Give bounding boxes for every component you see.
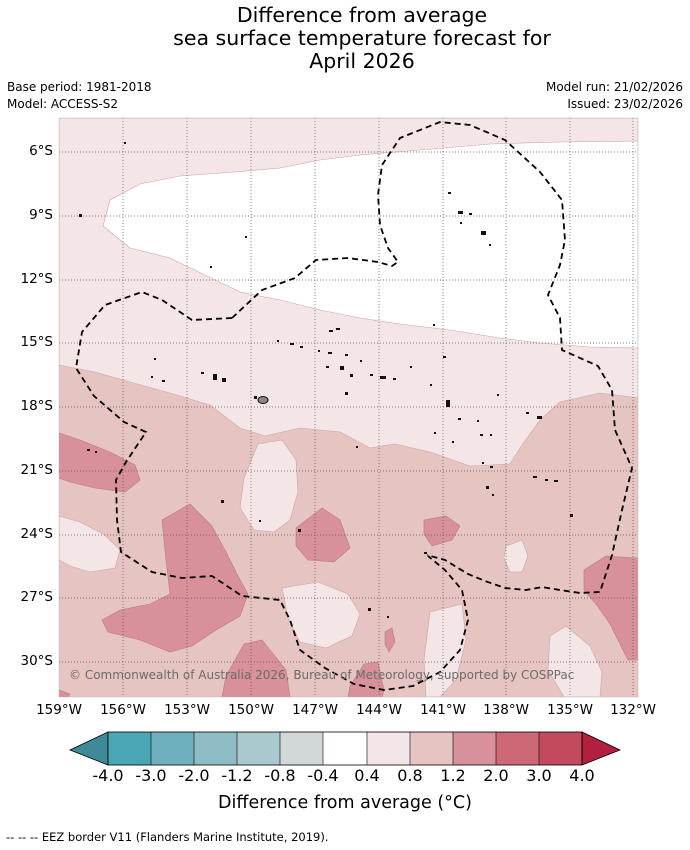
colorbar-segment-4 bbox=[237, 732, 280, 765]
anomaly-band-neutral bbox=[102, 140, 638, 349]
copyright-credit: © Commonwealth of Australia 2026, Bureau… bbox=[69, 668, 575, 682]
lon-label-150w: 150°W bbox=[228, 702, 274, 718]
anomaly-patch-southwest-corner bbox=[59, 689, 71, 697]
lon-label-153w: 153°W bbox=[164, 702, 210, 718]
model-run: Model run: 21/02/2026 bbox=[545, 80, 683, 94]
map-title: Difference from average sea surface temp… bbox=[0, 4, 690, 73]
colorbar-tick: 0.8 bbox=[397, 766, 423, 785]
issued-date: Issued: 23/02/2026 bbox=[567, 97, 683, 111]
colorbar-segment-2 bbox=[151, 732, 194, 765]
anomaly-pocket-central bbox=[239, 439, 299, 533]
meta-left: Base period: 1981-2018 Model: ACCESS-S2 bbox=[7, 79, 152, 113]
colorbar-tick: -2.0 bbox=[178, 766, 210, 785]
colorbar-tick: 1.2 bbox=[440, 766, 466, 785]
colorbar-dividers bbox=[150, 732, 540, 765]
eez-border-cook-islands bbox=[231, 121, 633, 594]
colorbar-tick: 2.0 bbox=[483, 766, 509, 785]
colorbar-segment-11 bbox=[539, 732, 582, 765]
anomaly-patch-mid-east bbox=[423, 515, 461, 547]
island-rarotonga bbox=[257, 396, 269, 404]
anomaly-patch-south-central bbox=[221, 639, 291, 697]
lat-label-15s: 15°S bbox=[20, 334, 54, 350]
lat-label-27s: 27°S bbox=[20, 589, 54, 605]
anomaly-patch-east bbox=[583, 555, 638, 661]
lat-label-30s: 30°S bbox=[20, 653, 54, 669]
anomaly-pocket-west bbox=[59, 515, 121, 573]
lat-label-24s: 24°S bbox=[20, 526, 54, 542]
colorbar-segment-8 bbox=[410, 732, 453, 765]
title-line-3: April 2026 bbox=[309, 49, 415, 73]
lon-label-141w: 141°W bbox=[420, 702, 466, 718]
anomaly-patch-west bbox=[59, 432, 141, 493]
colorbar-arrow-left bbox=[68, 731, 109, 766]
anomaly-pocket-far-southeast bbox=[547, 625, 603, 697]
lon-label-156w: 156°W bbox=[100, 702, 146, 718]
lon-label-132w: 132°W bbox=[610, 702, 656, 718]
lon-label-138w: 138°W bbox=[483, 702, 529, 718]
colorbar-segment-5 bbox=[280, 732, 323, 765]
lat-label-6s: 6°S bbox=[29, 143, 53, 159]
lat-label-18s: 18°S bbox=[20, 398, 54, 414]
eez-legend-footer: -- -- -- EEZ border V11 (Flanders Marine… bbox=[6, 830, 329, 844]
lon-label-135w: 135°W bbox=[547, 702, 593, 718]
sst-anomaly-map bbox=[59, 118, 638, 697]
colorbar-tick: 3.0 bbox=[526, 766, 552, 785]
colorbar-label: Difference from average (°C) bbox=[218, 793, 472, 813]
anomaly-pocket-east bbox=[503, 539, 529, 573]
colorbar-tick: 4.0 bbox=[569, 766, 595, 785]
colorbar-segment-7 bbox=[367, 732, 410, 765]
colorbar-segment-10 bbox=[496, 732, 539, 765]
colorbar-segment-6 bbox=[323, 732, 367, 765]
colorbar-tick: -1.2 bbox=[221, 766, 253, 785]
colorbar-segment-1 bbox=[108, 732, 151, 765]
lat-label-9s: 9°S bbox=[29, 207, 53, 223]
colorbar-arrow-right bbox=[581, 731, 622, 766]
lon-label-144w: 144°W bbox=[356, 702, 402, 718]
colorbar-segment-9 bbox=[453, 732, 496, 765]
map-frame bbox=[58, 117, 639, 698]
lon-label-147w: 147°W bbox=[292, 702, 338, 718]
base-period: Base period: 1981-2018 bbox=[7, 80, 152, 94]
colorbar-tick: -4.0 bbox=[92, 766, 124, 785]
colorbar-frame bbox=[107, 731, 583, 766]
eez-border-french-polynesia-west bbox=[75, 291, 469, 691]
colorbar-segment-3 bbox=[194, 732, 237, 765]
meta-right: Model run: 21/02/2026 Issued: 23/02/2026 bbox=[546, 79, 683, 113]
title-line-2: sea surface temperature forecast for bbox=[173, 26, 551, 50]
colorbar-tick: -3.0 bbox=[135, 766, 167, 785]
colorbar-tick: -0.4 bbox=[307, 766, 339, 785]
islands bbox=[79, 142, 573, 618]
lat-label-21s: 21°S bbox=[20, 462, 54, 478]
model-name: Model: ACCESS-S2 bbox=[7, 97, 119, 111]
anomaly-pocket-southeast bbox=[423, 603, 467, 697]
lat-label-12s: 12°S bbox=[20, 271, 54, 287]
title-line-1: Difference from average bbox=[236, 3, 488, 27]
anomaly-patch-central-west bbox=[101, 503, 249, 653]
colorbar-tick: -0.8 bbox=[264, 766, 296, 785]
lon-label-159w: 159°W bbox=[36, 702, 82, 718]
colorbar-tick: 0.4 bbox=[354, 766, 380, 785]
anomaly-patch-small bbox=[384, 627, 396, 653]
colorbar bbox=[68, 731, 622, 766]
